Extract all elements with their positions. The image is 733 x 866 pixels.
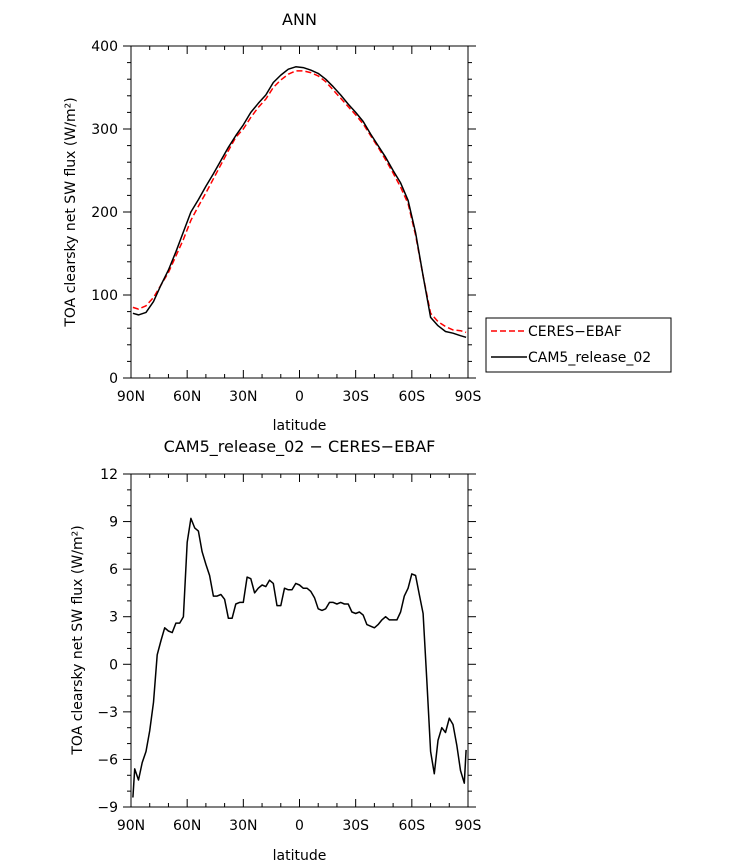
top-series — [132, 66, 467, 339]
bottom-y-axis-label: TOA clearsky net SW flux (W/m²) — [70, 525, 86, 755]
top-y-tick-label: 200 — [91, 205, 118, 221]
bottom-y-tick-label: −9 — [97, 800, 118, 816]
bottom-x-tick-label: 90S — [455, 818, 482, 834]
top-x-tick-label: 30N — [229, 389, 257, 405]
top-plot-frame — [130, 45, 469, 379]
bottom-y-tick-label: 6 — [109, 562, 118, 578]
bottom-x-axis-label: latitude — [273, 848, 327, 864]
bottom-y-tick-label: 0 — [109, 657, 118, 673]
bottom-axes: 90N 60N 30N 0 30S 60S 90S −9 −6 −3 0 3 6 9 12 — [97, 467, 481, 834]
top-x-axis-label: latitude — [273, 418, 327, 434]
bottom-chart-title: CAM5_release_02 − CERES−EBAF — [164, 437, 436, 457]
bottom-x-tick-label: 60N — [173, 818, 201, 834]
legend: CERES−EBAF CAM5_release_02 — [485, 317, 672, 373]
top-x-tick-label: 60S — [398, 389, 425, 405]
top-y-tick-label: 400 — [91, 39, 118, 55]
bottom-series-line-0 — [132, 517, 467, 798]
bottom-x-tick-label: 0 — [295, 818, 304, 834]
bottom-panel: CAM5_release_02 − CERES−EBAF 90N 60N 30N 0 3… — [70, 437, 481, 864]
top-x-tick-label: 30S — [342, 389, 369, 405]
top-chart-title: ANN — [282, 10, 317, 29]
top-series-line-0 — [132, 70, 467, 334]
bottom-x-tick-label: 30N — [229, 818, 257, 834]
bottom-plot-frame — [130, 473, 469, 808]
bottom-y-tick-label: 9 — [109, 515, 118, 531]
bottom-y-tick-label: 12 — [100, 467, 118, 483]
bottom-y-tick-label: −6 — [97, 752, 118, 768]
top-x-tick-label: 90S — [455, 389, 482, 405]
top-x-tick-label: 90N — [117, 389, 145, 405]
bottom-y-tick-label: 3 — [109, 610, 118, 626]
top-axes: 90N 60N 30N 0 30S 60S 90S 0 100 200 300 400 — [91, 39, 481, 405]
top-y-tick-label: 300 — [91, 122, 118, 138]
top-y-axis-label: TOA clearsky net SW flux (W/m²) — [63, 97, 79, 327]
legend-cam5-label: CAM5_release_02 — [528, 350, 651, 366]
top-series-line-1 — [132, 66, 467, 339]
bottom-x-tick-label: 60S — [398, 818, 425, 834]
top-panel: ANN 90N 60N 30N 0 30S 60S 90S 0 100 200 300 400 lat… — [63, 10, 481, 434]
legend-ceres-label: CERES−EBAF — [528, 324, 622, 340]
bottom-y-tick-label: −3 — [97, 705, 118, 721]
top-x-tick-label: 0 — [295, 389, 304, 405]
top-x-tick-label: 60N — [173, 389, 201, 405]
bottom-x-tick-label: 90N — [117, 818, 145, 834]
bottom-series — [132, 517, 467, 798]
top-y-tick-label: 100 — [91, 288, 118, 304]
bottom-x-tick-label: 30S — [342, 818, 369, 834]
top-y-tick-label: 0 — [109, 371, 118, 387]
legend-box — [485, 317, 672, 373]
